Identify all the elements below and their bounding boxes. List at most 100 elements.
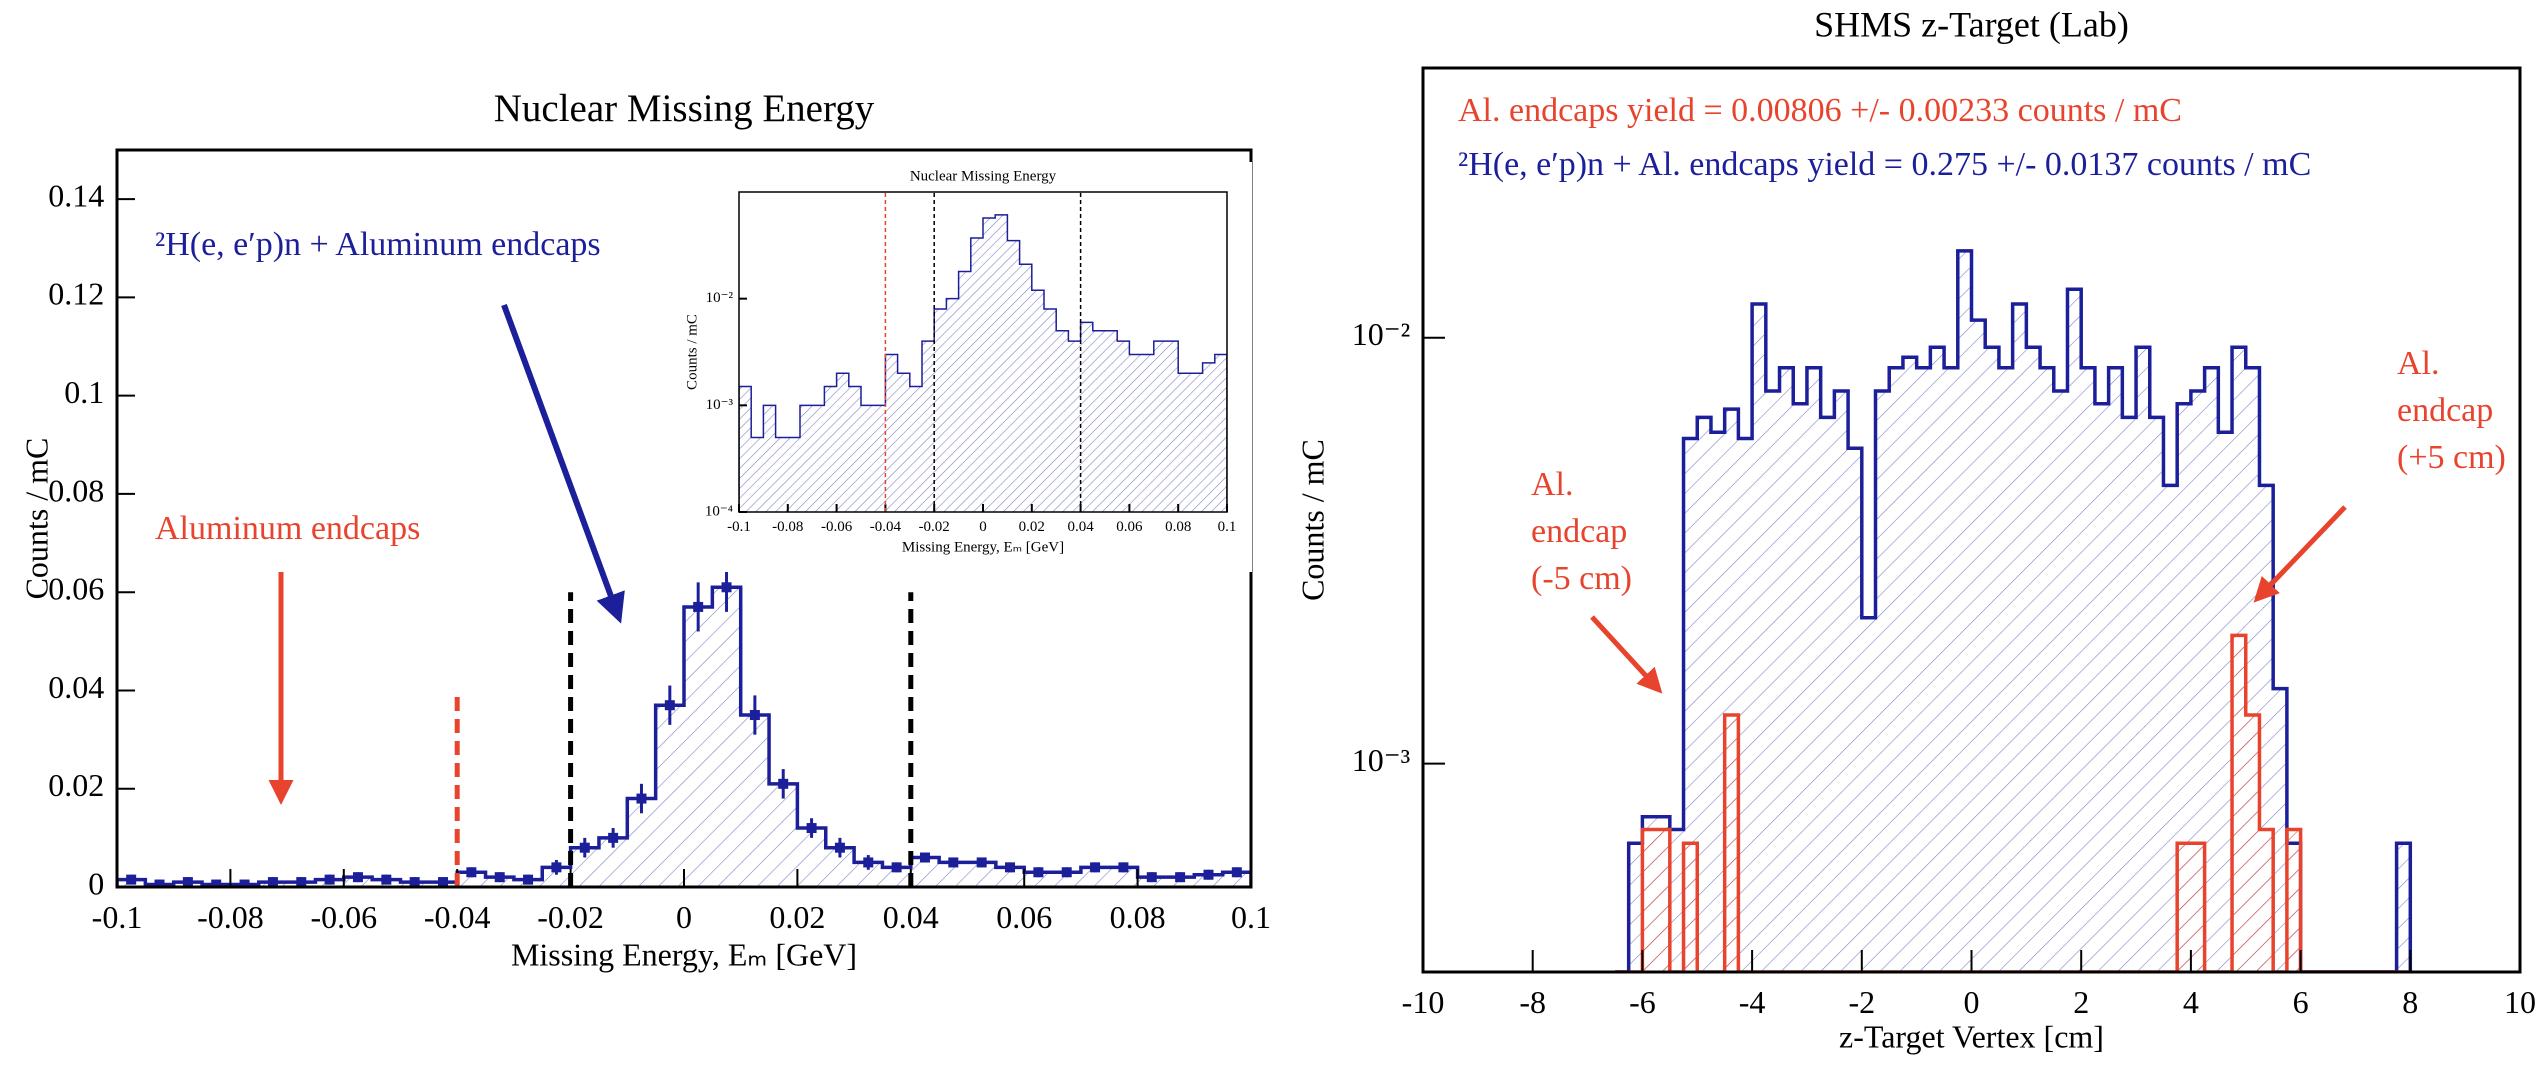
x-tick-label: -8 [1519,984,1546,1020]
frame [1421,66,2522,974]
x-tick-label: 0.08 [1165,519,1191,535]
histogram-bin [1806,367,1821,972]
arrow [2253,505,2347,603]
y-tick-label: 10⁻⁴ [705,503,733,519]
annotation: Al. [2397,345,2440,382]
y-tick-label: 0.04 [48,669,104,705]
data-point [267,877,278,887]
histogram-bin [1944,367,1958,972]
histogram-bin [1166,341,1179,512]
histogram-bin [775,437,788,512]
annotation: Al. [1531,466,1574,503]
histogram-bin [1202,362,1215,512]
histogram-bin [800,405,813,512]
y-tick-label: 0.14 [48,177,104,213]
x-tick-label: 0.02 [769,899,825,935]
data-point [948,857,959,868]
x-tick-label: 8 [2402,984,2418,1020]
histogram-bin [457,872,486,887]
y-tick-label: 10⁻² [706,290,734,306]
histogram-bin [1080,322,1093,512]
data-point [239,879,250,887]
x-tick-label: -0.04 [424,899,491,935]
data-point [721,582,732,593]
histogram-bin [2012,304,2027,972]
x-tick-label: 0.06 [996,899,1052,935]
chart: SHMS z-Target (Lab) z-Target Vertex [cm] C… [1294,4,2536,1054]
histogram-bin [1031,290,1044,512]
histogram-bin [2149,417,2164,972]
y-tick-label: 10⁻² [1352,316,1410,352]
histogram-bin [1105,330,1118,512]
histogram-bin [2204,367,2219,972]
data-point [636,793,647,804]
histogram-bin [2190,390,2205,972]
histogram-bin [1117,341,1130,512]
histogram-bin [769,783,798,887]
chart: Nuclear Missing Energy Missing Energy, Eₘ… [18,87,1271,972]
data-point [664,700,675,711]
plot-area [739,214,1227,512]
histogram-bin [655,705,684,887]
histogram-bin [958,271,971,512]
data-point [154,879,165,887]
annotation: (+5 cm) [2397,439,2506,476]
histogram-bin [1024,872,1053,887]
data-point [693,601,704,612]
histogram-bin [1861,617,1876,972]
x-tick-label: 0.04 [883,899,939,935]
histogram-bin [1080,867,1110,887]
histogram-bin [1710,432,1725,972]
data-point [409,877,420,887]
y-tick-label: 0.02 [48,767,104,803]
data-point [806,823,817,834]
histogram-bin [787,437,800,512]
chart-title: Nuclear Missing Energy [494,87,875,130]
x-tick-label: -6 [1629,984,1656,1020]
histogram-bin [2026,347,2041,972]
x-tick-label: 0 [1964,984,1980,1020]
x-tick-label: 0.1 [1218,519,1237,535]
histogram-bin [824,386,837,512]
data-point [1061,867,1072,878]
histogram-bin [922,341,935,512]
histogram-bin [1052,872,1081,887]
x-tick-label: 4 [2183,984,2199,1020]
y-tick-label: 10⁻³ [1352,742,1410,778]
annotation: ²H(e, e′p)n + Al. endcaps yield = 0.275 … [1458,146,2311,183]
data-point [324,874,335,885]
x-tick-label: -0.1 [92,899,143,935]
histogram-bin [848,386,861,512]
data-point [494,872,505,883]
x-axis-label: z-Target Vertex [cm] [1839,1018,2104,1054]
y-tick-label: 0.1 [64,374,104,410]
annotation: endcap [2397,392,2493,429]
annotation: (-5 cm) [1531,560,1632,597]
histogram-bin [1752,304,1766,972]
histogram-bin [2190,843,2205,972]
histogram-bin [1642,829,1657,972]
y-tick-label: 0 [88,865,104,901]
histogram-bin [2067,289,2082,972]
histogram-bin [873,405,886,512]
x-tick-label: 0 [979,519,987,535]
histogram-bin [1971,320,1986,972]
histogram-bin [1178,373,1191,512]
histogram-bin [1765,390,1780,972]
x-tick-label: 0.02 [1019,519,1045,535]
histogram-bin [1683,438,1698,972]
histogram-bin [2177,403,2191,972]
x-tick-label: -0.08 [197,899,264,935]
x-tick-label: -0.04 [870,519,902,535]
histogram-bin [995,214,1008,512]
histogram-bin [2218,432,2233,972]
y-axis-label: Counts / mC [18,438,54,600]
histogram-bin [1793,403,1807,972]
data-point [919,852,930,863]
histogram-bin [1738,438,1753,972]
data-point [466,867,477,878]
data-point [891,862,902,873]
histogram-bin [751,437,764,512]
x-tick-label: 10 [2504,984,2536,1020]
